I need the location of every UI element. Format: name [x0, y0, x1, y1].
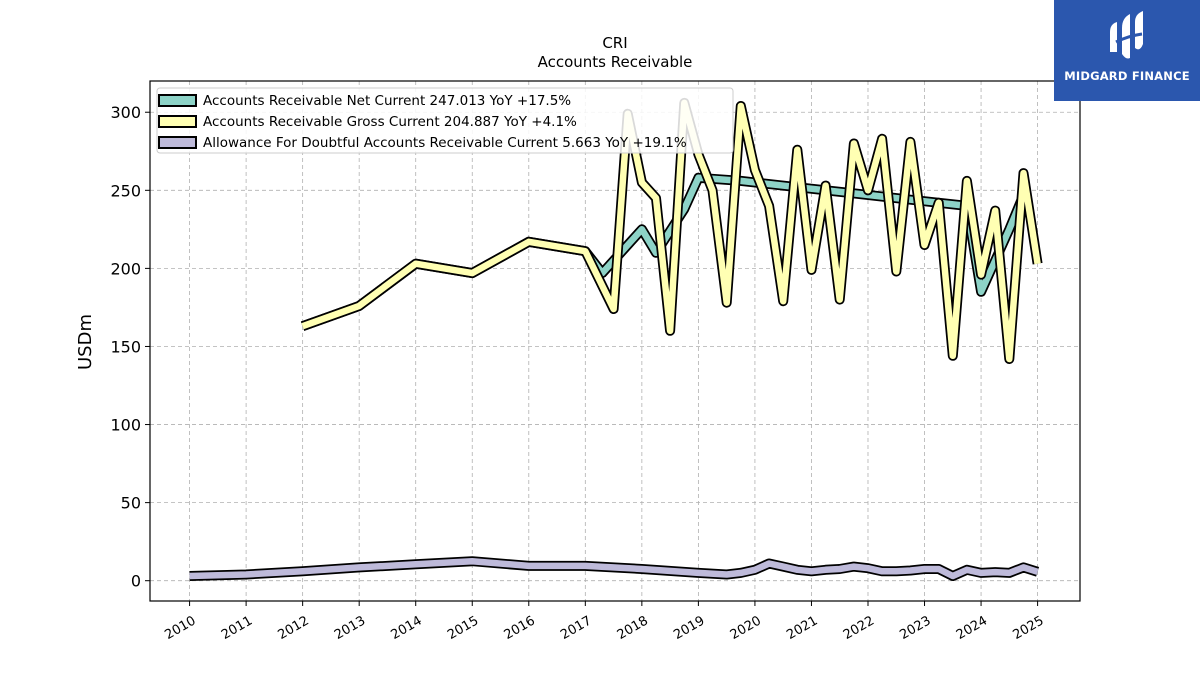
- x-tick-label: 2024: [954, 613, 990, 643]
- chart-title: CRI: [602, 34, 627, 52]
- x-tick-label: 2011: [219, 613, 255, 643]
- legend-label: Allowance For Doubtful Accounts Receivab…: [203, 135, 687, 151]
- y-tick-label: 50: [121, 494, 141, 513]
- series-3: [189, 556, 1040, 581]
- legend-label: Accounts Receivable Gross Current 204.88…: [203, 114, 577, 130]
- legend-label: Accounts Receivable Net Current 247.013 …: [203, 93, 571, 109]
- x-tick-label: 2014: [389, 613, 425, 643]
- x-tick-label: 2012: [275, 613, 311, 643]
- x-tick-label: 2010: [162, 613, 198, 643]
- x-tick-label: 2023: [897, 613, 933, 643]
- plot-frame: [149, 80, 1081, 602]
- x-tick-label: 2025: [1010, 613, 1046, 643]
- x-tick-label: 2017: [558, 613, 594, 643]
- legend-swatch: [158, 115, 197, 128]
- y-tick-label: 150: [110, 337, 141, 356]
- series-2: [300, 97, 1043, 364]
- legend-swatch: [158, 136, 197, 149]
- legend: Accounts Receivable Net Current 247.013 …: [156, 87, 734, 154]
- x-tick-label: 2018: [615, 613, 651, 643]
- x-tick-label: 2021: [784, 613, 820, 643]
- y-axis-label: USDm: [75, 314, 96, 370]
- y-tick-label: 250: [110, 181, 141, 200]
- y-tick-label: 0: [131, 572, 141, 591]
- brand-name: MIDGARD FINANCE: [1064, 69, 1190, 83]
- x-tick-label: 2019: [671, 613, 707, 643]
- y-tick-label: 200: [110, 259, 141, 278]
- x-tick-label: 2013: [332, 613, 368, 643]
- logo-icon: [1110, 11, 1143, 59]
- x-tick-label: 2015: [445, 613, 481, 643]
- chart-subtitle: Accounts Receivable: [538, 53, 693, 71]
- x-tick-label: 2022: [841, 613, 877, 643]
- x-tick-label: 2016: [502, 613, 538, 643]
- brand-logo: MIDGARD FINANCE: [1054, 0, 1200, 101]
- x-tick-label: 2020: [728, 613, 764, 643]
- y-tick-label: 300: [110, 103, 141, 122]
- series-line: [189, 557, 1039, 580]
- legend-box: [156, 87, 734, 154]
- legend-swatch: [158, 94, 197, 107]
- y-tick-label: 100: [110, 416, 141, 435]
- series-line: [301, 99, 1041, 363]
